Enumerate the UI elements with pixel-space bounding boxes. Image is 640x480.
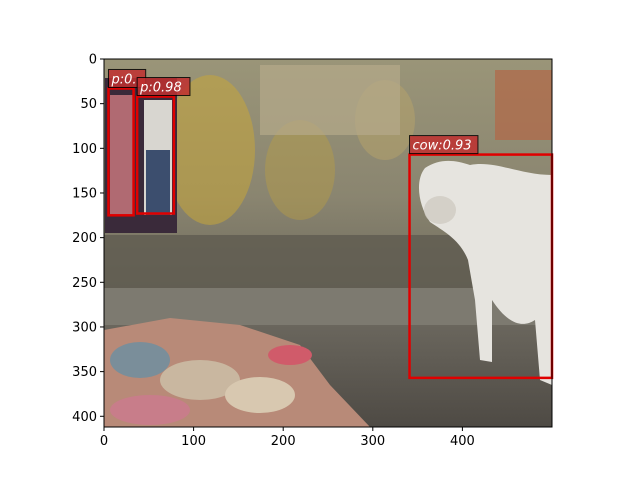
x-tick-label: 300	[360, 434, 385, 449]
cow-head-shadow	[424, 196, 456, 224]
wall-stain	[265, 120, 335, 220]
photo	[104, 59, 552, 427]
detection-box	[135, 95, 176, 215]
detection-box	[107, 87, 135, 217]
garbage-bag	[225, 377, 295, 413]
wall-bricks	[495, 70, 552, 140]
x-tick-label: 200	[271, 434, 296, 449]
y-tick-label: 250	[72, 276, 97, 291]
detection-label: cow:0.93	[413, 139, 472, 154]
y-tick-label: 200	[72, 231, 97, 246]
axes-frame	[103, 58, 553, 428]
y-tick-label: 150	[72, 186, 97, 201]
garbage-bag	[110, 342, 170, 378]
y-axis-ticks: 0 50 100 150 200 250 300 350 400	[72, 53, 104, 425]
garbage-bag	[160, 360, 240, 400]
wall-stain	[165, 75, 255, 225]
garbage-bag	[268, 345, 312, 365]
detection-label: p:0.98	[139, 81, 182, 96]
x-axis-ticks: 0 100 200 300 400	[100, 427, 475, 449]
y-tick-label: 300	[72, 320, 97, 335]
y-tick-label: 50	[80, 97, 97, 112]
y-tick-label: 350	[72, 365, 97, 380]
poster-person-left	[110, 95, 134, 215]
x-tick-label: 0	[100, 434, 108, 449]
detection-label-bg	[136, 77, 191, 97]
detection-label: p:0.	[110, 72, 136, 87]
y-tick-label: 400	[72, 410, 97, 425]
x-tick-label: 400	[450, 434, 475, 449]
detection-label-bg	[409, 135, 479, 155]
garbage-bag	[110, 395, 190, 425]
poster-jeans	[146, 150, 170, 215]
x-tick-label: 100	[181, 434, 206, 449]
wall-plaster	[260, 65, 400, 135]
y-tick-label: 0	[89, 53, 97, 68]
y-tick-label: 100	[72, 142, 97, 157]
